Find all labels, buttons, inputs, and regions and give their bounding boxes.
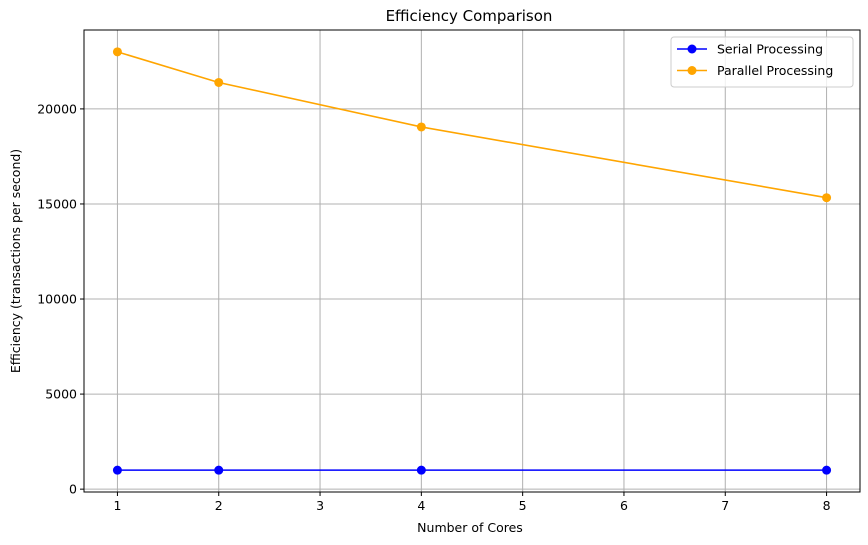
y-axis-title: Efficiency (transactions per second) bbox=[8, 149, 23, 373]
x-axis-title: Number of Cores bbox=[417, 520, 523, 535]
y-axis: 0 5000 10000 15000 20000 bbox=[37, 101, 84, 497]
x-tick-label: 8 bbox=[823, 498, 831, 513]
data-point bbox=[822, 193, 832, 203]
data-point bbox=[214, 77, 224, 87]
y-tick-label: 20000 bbox=[37, 101, 77, 116]
series-parallel-processing bbox=[112, 47, 832, 203]
legend-swatch-marker bbox=[687, 66, 697, 75]
series-line bbox=[117, 51, 827, 199]
legend-box bbox=[670, 36, 854, 88]
data-point bbox=[416, 465, 426, 475]
y-tick-label: 0 bbox=[69, 482, 77, 497]
plot-frame bbox=[83, 29, 861, 493]
x-tick-label: 4 bbox=[417, 498, 425, 513]
series-serial-processing bbox=[112, 465, 832, 475]
data-point bbox=[416, 122, 426, 132]
legend-label: Parallel Processing bbox=[717, 63, 833, 78]
x-tick-label: 2 bbox=[215, 498, 223, 513]
x-tick-label: 5 bbox=[519, 498, 527, 513]
x-tick-label: 3 bbox=[316, 498, 324, 513]
x-tick-label: 1 bbox=[113, 498, 121, 513]
x-tick-label: 6 bbox=[620, 498, 628, 513]
data-point bbox=[112, 465, 122, 475]
x-tick-label: 7 bbox=[721, 498, 729, 513]
data-point bbox=[112, 47, 122, 57]
y-tick-label: 15000 bbox=[37, 196, 77, 211]
chart-title: Efficiency Comparison bbox=[386, 7, 553, 25]
x-axis: 1 2 3 4 5 6 7 8 bbox=[113, 492, 831, 513]
legend-label: Serial Processing bbox=[717, 42, 823, 57]
series-layer bbox=[112, 47, 832, 475]
data-point bbox=[214, 465, 224, 475]
legend-swatch-marker bbox=[687, 44, 697, 54]
grid bbox=[84, 30, 860, 492]
y-tick-label: 5000 bbox=[45, 387, 77, 402]
legend: Serial Processing Parallel Processing bbox=[670, 36, 854, 88]
y-tick-label: 10000 bbox=[37, 292, 77, 307]
data-point bbox=[822, 465, 832, 475]
